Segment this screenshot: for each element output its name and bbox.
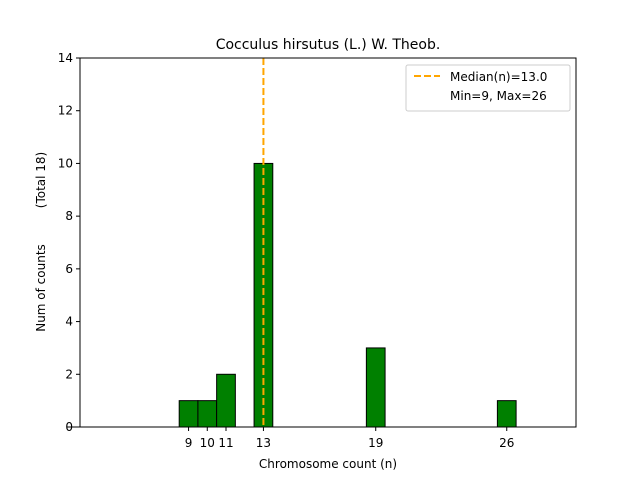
bar-n-26 <box>496 400 517 428</box>
y-tick-label: 14 <box>58 51 73 65</box>
y-tick-label: 8 <box>65 209 73 223</box>
legend-box <box>405 64 571 112</box>
bar-n-9 <box>178 400 199 428</box>
legend-range-label: Min=9, Max=26 <box>450 89 547 103</box>
x-tick-label: 13 <box>256 436 271 450</box>
chart-title: Cocculus hirsutus (L.) W. Theob. <box>216 37 441 53</box>
bar-n-11 <box>216 373 236 428</box>
y-tick-label: 4 <box>65 315 73 329</box>
x-tick-label: 11 <box>218 436 233 450</box>
y-tick-label: 10 <box>58 156 73 170</box>
legend-median-label: Median(n)=13.0 <box>450 70 547 84</box>
x-tick-label: 10 <box>200 436 215 450</box>
x-tick-label: 19 <box>368 436 383 450</box>
x-tick-label: 26 <box>499 436 514 450</box>
axes-frame <box>79 57 577 428</box>
y-tick-label: 6 <box>65 262 73 276</box>
bar-n-10 <box>197 400 218 428</box>
y-tick-label: 12 <box>58 104 73 118</box>
bar-n-19 <box>365 347 386 428</box>
legend: Median(n)=13.0 Min=9, Max=26 <box>405 64 571 112</box>
x-axis-label: Chromosome count (n) <box>259 457 397 471</box>
y-tick-label: 0 <box>65 420 73 434</box>
y-axis-total-label: (Total 18) <box>34 152 48 208</box>
y-tick-label: 2 <box>65 367 73 381</box>
y-axis-label: Num of counts <box>34 244 48 332</box>
x-tick-label: 9 <box>185 436 193 450</box>
